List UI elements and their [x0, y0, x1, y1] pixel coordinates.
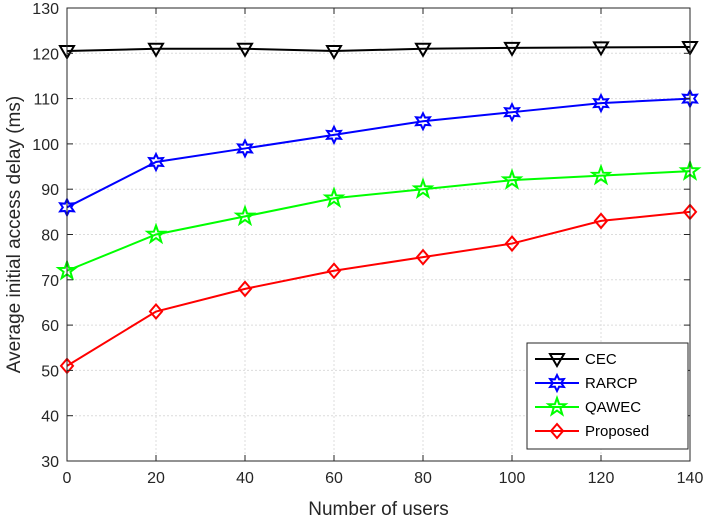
series-group	[55, 40, 702, 375]
legend-marker	[548, 353, 566, 368]
x-axis-label: Number of users	[308, 499, 448, 520]
data-point	[236, 42, 254, 58]
data-point	[325, 124, 343, 146]
data-point	[500, 168, 524, 190]
y-tick-label: 30	[41, 454, 59, 471]
legend-item: Proposed	[535, 422, 649, 440]
x-tick-label: 120	[588, 470, 615, 487]
x-tick-label: 0	[63, 470, 72, 487]
legend-marker	[548, 372, 566, 394]
data-point	[414, 110, 432, 132]
x-tick-label: 60	[325, 470, 343, 487]
legend-label: QAWEC	[585, 399, 641, 416]
y-tick-label: 100	[32, 137, 59, 154]
data-point	[504, 235, 520, 253]
data-point	[322, 186, 346, 209]
series-line	[66, 97, 691, 209]
series-line	[66, 210, 691, 367]
series-qawec	[55, 159, 702, 281]
data-point	[589, 163, 613, 186]
x-tick-label: 40	[236, 470, 254, 487]
data-point	[147, 151, 165, 173]
legend-label: CEC	[585, 351, 617, 368]
data-point	[503, 41, 521, 57]
data-point	[233, 204, 257, 227]
y-tick-label: 70	[41, 273, 59, 290]
data-point	[325, 45, 343, 61]
series-line	[66, 170, 691, 272]
x-tick-label: 100	[499, 470, 526, 487]
data-point	[592, 41, 610, 57]
data-point	[326, 262, 342, 280]
legend-marker	[549, 422, 565, 440]
x-tick-label: 80	[414, 470, 432, 487]
y-tick-label: 130	[32, 1, 59, 18]
data-point	[593, 212, 609, 230]
x-tick-label: 20	[147, 470, 165, 487]
y-tick-label: 60	[41, 318, 59, 335]
legend-item: CEC	[535, 351, 617, 368]
y-tick-label: 50	[41, 363, 59, 380]
y-tick-label: 90	[41, 182, 59, 199]
data-point	[148, 302, 164, 321]
y-tick-label: 110	[33, 92, 59, 109]
x-tick-label: 140	[677, 470, 704, 487]
data-point	[592, 92, 610, 114]
legend-marker	[545, 394, 569, 417]
legend-item: RARCP	[535, 372, 638, 394]
legend-label: Proposed	[585, 423, 649, 440]
series-line	[66, 45, 691, 53]
data-point	[503, 101, 521, 123]
legend: CEC RARCP QAWEC Proposed	[526, 342, 689, 450]
y-axis-label: Average initial access delay (ms)	[4, 96, 25, 373]
data-point	[237, 280, 253, 298]
data-point	[236, 138, 254, 159]
y-tick-label: 80	[41, 228, 59, 245]
series-rarcp	[58, 88, 699, 218]
axis-ticks: 0 20 40 60 80 100 120 140 30 40 50 60 70 80 90 100 110 12…	[32, 1, 703, 487]
legend-label: RARCP	[585, 375, 638, 392]
y-tick-label: 40	[41, 409, 59, 426]
data-point	[414, 42, 432, 58]
y-tick-label: 120	[32, 46, 59, 63]
data-point	[144, 222, 168, 245]
data-point	[411, 177, 435, 199]
data-point	[415, 248, 431, 266]
legend-item: QAWEC	[535, 394, 641, 417]
data-point	[147, 42, 165, 58]
